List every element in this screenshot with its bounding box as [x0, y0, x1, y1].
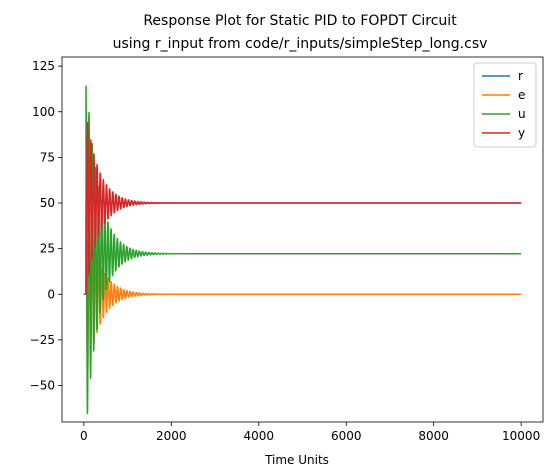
y-tick-label: 25 — [40, 242, 55, 256]
y-tick-label: 0 — [47, 287, 55, 301]
x-tick-label: 0 — [80, 429, 88, 443]
x-axis-label: Time Units — [264, 453, 329, 467]
x-tick-label: 4000 — [243, 429, 274, 443]
legend-label-y: y — [518, 126, 525, 140]
y-tick-label: −25 — [30, 333, 55, 347]
legend-label-e: e — [518, 88, 525, 102]
series-line-e — [83, 202, 522, 376]
y-tick-label: 100 — [32, 105, 55, 119]
chart-title: Response Plot for Static PID to FOPDT Ci… — [143, 13, 457, 29]
legend-box — [473, 62, 537, 148]
plot-area — [62, 57, 543, 422]
series-line-u — [83, 85, 522, 415]
y-tick-label: 75 — [40, 150, 55, 164]
y-tick-label: −50 — [30, 379, 55, 393]
x-tick-label: 8000 — [418, 429, 449, 443]
legend-label-r: r — [518, 69, 523, 83]
x-tick-label: 6000 — [331, 429, 362, 443]
legend-label-u: u — [518, 107, 526, 121]
x-tick-label: 2000 — [156, 429, 187, 443]
y-axis: −50 −25 0 25 50 75 100 125 — [30, 59, 62, 393]
x-tick-label: 10000 — [502, 429, 540, 443]
y-tick-label: 125 — [32, 59, 55, 73]
series-group — [83, 85, 522, 415]
x-axis: 0 2000 4000 6000 8000 10000 — [80, 422, 540, 443]
axes-frame — [61, 56, 544, 423]
series-line-y — [83, 121, 522, 295]
chart-subtitle: using r_input from code/r_inputs/simpleS… — [113, 36, 488, 52]
y-tick-label: 50 — [40, 196, 55, 210]
